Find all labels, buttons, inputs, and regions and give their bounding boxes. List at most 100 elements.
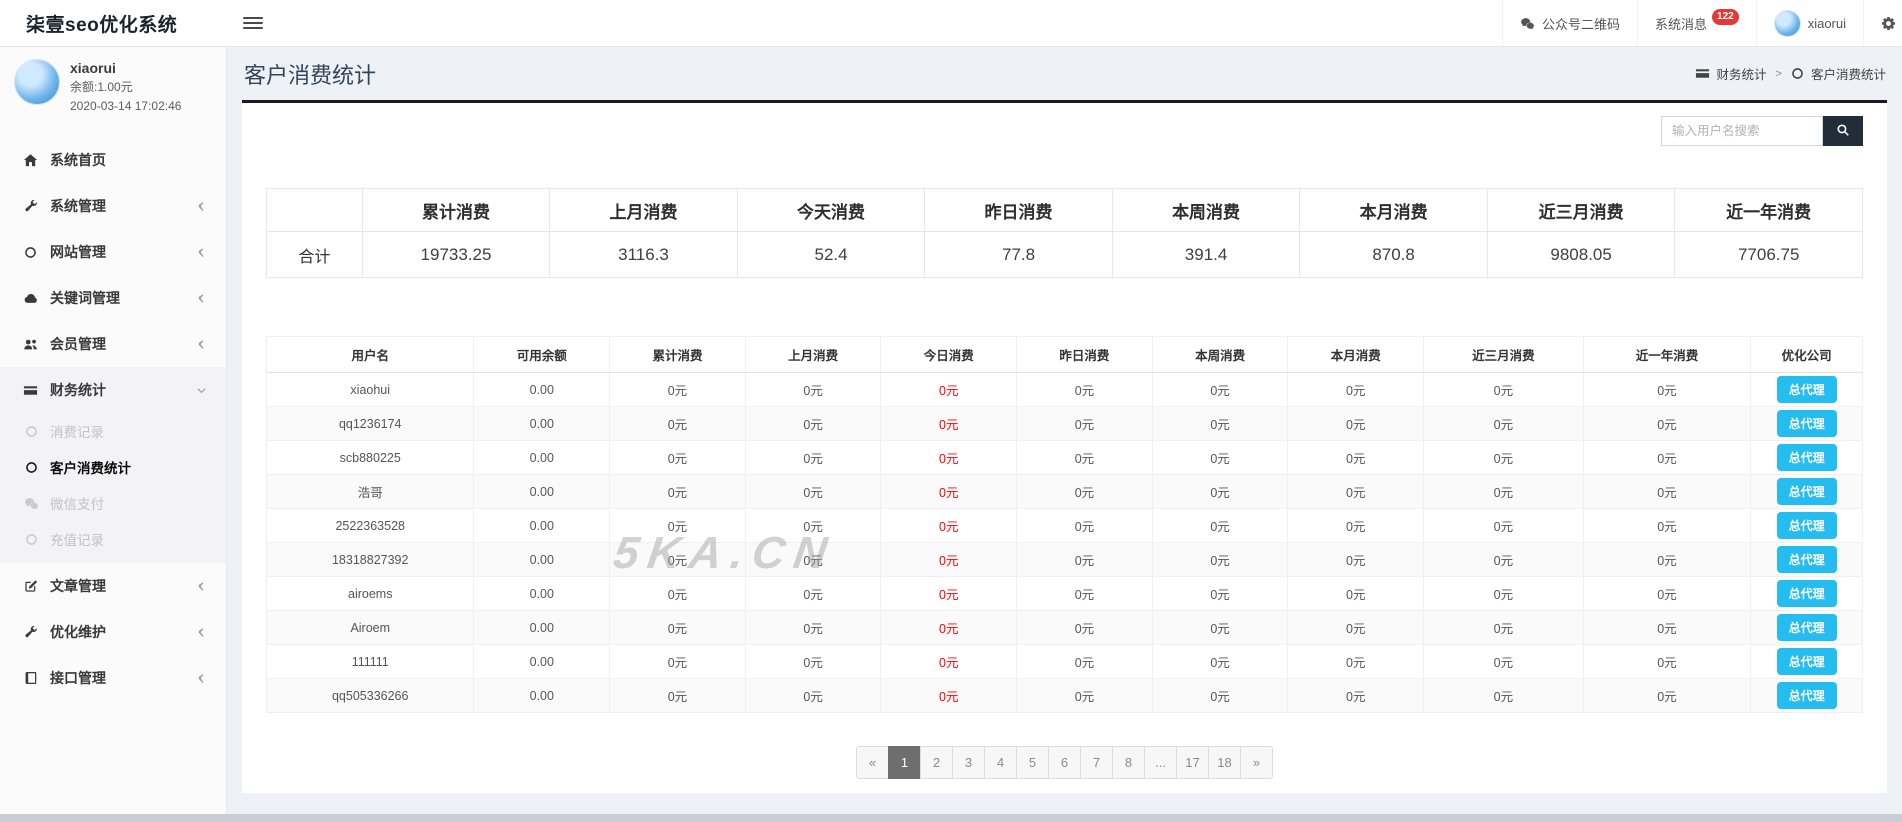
consumption-cell: 0元 [609, 508, 746, 543]
sidebar-item[interactable]: 优化维护 [0, 609, 226, 655]
consumption-cell: 0元 [1016, 542, 1153, 577]
table-header-cell: 今日消费 [880, 336, 1018, 373]
agent-cell: 总代理 [1750, 508, 1863, 543]
consumption-cell: 0元 [1287, 508, 1425, 543]
consumption-cell: 0元 [880, 576, 1018, 611]
agent-cell: 总代理 [1750, 678, 1863, 713]
consumption-cell: 0元 [1016, 406, 1153, 441]
sidebar-item[interactable]: 系统首页 [0, 137, 226, 183]
agent-button[interactable]: 总代理 [1776, 376, 1837, 403]
table-header-cell: 可用余额 [473, 336, 611, 373]
sidebar-item[interactable]: 文章管理 [0, 563, 226, 609]
page-number-button[interactable]: 4 [984, 746, 1017, 779]
summary-header-cell: 本月消费 [1299, 188, 1488, 232]
search-button[interactable] [1823, 116, 1863, 146]
page-number-button[interactable]: 8 [1112, 746, 1145, 779]
chevron-down-icon [193, 385, 210, 396]
breadcrumb-item-finance[interactable]: 财务统计 [1716, 68, 1767, 82]
sidebar-subitem[interactable]: 微信支付 [0, 485, 226, 521]
page-ellipsis: ... [1144, 746, 1177, 779]
sidebar-item[interactable]: 接口管理 [0, 655, 226, 701]
settings-menu-item[interactable] [1863, 0, 1902, 46]
consumption-cell: 0元 [1582, 678, 1752, 713]
wechat-icon [1520, 16, 1535, 31]
sidebar-item[interactable]: 关键词管理 [0, 275, 226, 321]
page-title: 客户消费统计 [244, 62, 377, 88]
page-prev-button[interactable]: « [856, 746, 889, 779]
sidebar-item[interactable]: 财务统计 [0, 367, 226, 413]
page-number-button[interactable]: 3 [952, 746, 985, 779]
sidebar-item-label: 优化维护 [50, 624, 106, 640]
summary-header-cell: 昨日消费 [924, 188, 1113, 232]
qrcode-menu-item[interactable]: 公众号二维码 [1501, 0, 1637, 46]
agent-button[interactable]: 总代理 [1776, 580, 1837, 607]
consumption-cell: 0元 [609, 610, 746, 645]
sidebar-item-label: 会员管理 [50, 336, 106, 352]
consumption-cell: 0元 [744, 610, 882, 645]
system-messages-menu-item[interactable]: 系统消息 122 [1637, 0, 1756, 46]
summary-value-cell: 9808.05 [1486, 231, 1676, 278]
consumption-cell: 0元 [880, 474, 1018, 509]
wechat-icon [24, 496, 39, 511]
chevron-left-icon [193, 673, 210, 684]
sidebar-item-label: 文章管理 [50, 578, 106, 594]
agent-button[interactable]: 总代理 [1776, 648, 1837, 675]
agent-button[interactable]: 总代理 [1776, 682, 1837, 709]
user-menu-item[interactable]: xiaorui [1755, 0, 1863, 46]
consumption-cell: 0元 [1151, 406, 1289, 441]
search-input[interactable] [1661, 116, 1823, 146]
table-header-cell: 上月消费 [744, 336, 882, 373]
sidebar-subitem[interactable]: 客户消费统计 [0, 449, 226, 485]
summary-value-cell: 870.8 [1299, 231, 1488, 278]
consumption-cell: 0元 [1151, 372, 1289, 407]
breadcrumb-separator: > [1775, 67, 1782, 80]
sidebar-item[interactable]: 系统管理 [0, 183, 226, 229]
sidebar-item[interactable]: 会员管理 [0, 321, 226, 367]
consumption-cell: 0元 [609, 678, 746, 713]
agent-button[interactable]: 总代理 [1776, 614, 1837, 641]
search-icon [1836, 123, 1850, 140]
sidebar-user-balance: 余额:1.00元 [70, 80, 133, 94]
summary-header-cell: 近三月消费 [1486, 188, 1676, 232]
menu-toggle-icon[interactable] [243, 14, 263, 32]
credit-card-icon [1695, 66, 1710, 81]
agent-cell: 总代理 [1750, 610, 1863, 645]
agent-button[interactable]: 总代理 [1776, 512, 1837, 539]
agent-button[interactable]: 总代理 [1776, 478, 1837, 505]
gears-icon [1881, 16, 1896, 31]
sidebar-item-label: 系统首页 [50, 152, 106, 168]
sidebar-item[interactable]: 网站管理 [0, 229, 226, 275]
consumption-cell: 0元 [1287, 440, 1425, 475]
consumption-cell: 0元 [880, 406, 1018, 441]
page-number-button[interactable]: 7 [1080, 746, 1113, 779]
table-row: qq505336266 0.00 0元 0元 0元 0元 0元 0元 0元 0元 总代理 [265, 678, 1863, 713]
page-number-button[interactable]: 18 [1208, 746, 1241, 779]
sidebar-subitem[interactable]: 消费记录 [0, 413, 226, 449]
horizontal-scrollbar[interactable] [0, 814, 1902, 822]
breadcrumb-item-current: 客户消费统计 [1810, 68, 1886, 82]
sidebar-user-datetime: 2020-03-14 17:02:46 [70, 99, 182, 113]
balance-cell: 0.00 [473, 508, 611, 543]
consumption-cell: 0元 [744, 508, 882, 543]
page-number-button[interactable]: 17 [1176, 746, 1209, 779]
page-next-button[interactable]: » [1240, 746, 1273, 779]
qrcode-label: 公众号二维码 [1541, 16, 1620, 32]
agent-button[interactable]: 总代理 [1776, 444, 1837, 471]
page-number-button[interactable]: 5 [1016, 746, 1049, 779]
consumption-cell: 0元 [880, 610, 1018, 645]
chevron-left-icon [193, 247, 210, 258]
sidebar-subitem[interactable]: 充值记录 [0, 521, 226, 557]
consumption-cell: 0元 [1016, 508, 1153, 543]
page-number-button[interactable]: 1 [888, 746, 921, 779]
page-number-button[interactable]: 6 [1048, 746, 1081, 779]
agent-button[interactable]: 总代理 [1776, 546, 1837, 573]
consumption-cell: 0元 [1016, 678, 1153, 713]
circle-icon [1791, 67, 1804, 80]
balance-cell: 0.00 [473, 372, 611, 407]
page-number-button[interactable]: 2 [920, 746, 953, 779]
agent-button[interactable]: 总代理 [1776, 410, 1837, 437]
consumption-cell: 0元 [1582, 508, 1752, 543]
user-avatar [1773, 9, 1801, 37]
consumption-cell: 0元 [1582, 474, 1752, 509]
consumption-cell: 0元 [1151, 440, 1289, 475]
